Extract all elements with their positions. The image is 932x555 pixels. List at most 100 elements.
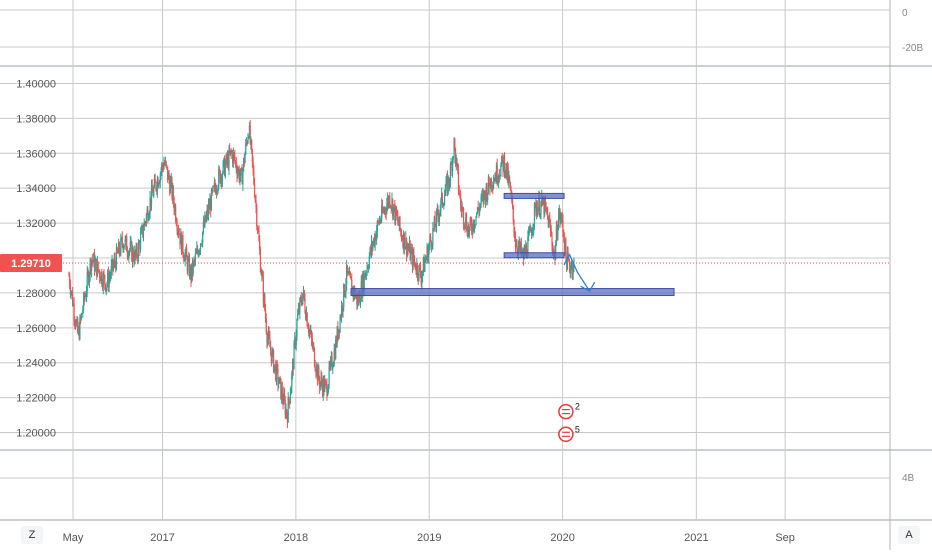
candle-body — [74, 319, 76, 323]
candle-body — [386, 204, 388, 214]
candle-body — [549, 217, 551, 223]
candle-body — [263, 294, 265, 302]
auto-scale-toggle-button[interactable]: A — [898, 526, 920, 544]
candle-body — [421, 276, 423, 284]
candle-body — [419, 265, 421, 268]
candle-body — [416, 263, 418, 273]
candle-body — [299, 298, 301, 313]
candle-body — [390, 206, 392, 208]
candle-body — [432, 228, 434, 246]
candle-body — [160, 170, 162, 174]
candle-body — [569, 269, 571, 274]
candle-body — [541, 196, 543, 204]
candle-body — [219, 170, 221, 183]
candle-body — [413, 252, 415, 261]
candle-body — [453, 138, 455, 157]
candle-body — [282, 399, 284, 405]
candle-body — [386, 197, 389, 205]
candle-body — [452, 157, 454, 172]
candle-body — [539, 213, 541, 216]
x-tick-label: 2018 — [284, 532, 308, 544]
candle-body — [161, 164, 163, 171]
candle-body — [473, 225, 476, 229]
log-scale-toggle-button[interactable]: Z — [21, 526, 43, 544]
candle-body — [90, 259, 92, 271]
candle-body — [101, 272, 103, 285]
candle-body — [541, 196, 544, 205]
candle-body — [218, 169, 221, 171]
candle-body — [268, 332, 270, 338]
candle-body — [91, 259, 93, 261]
candle-body — [514, 233, 516, 239]
candle-body — [433, 217, 435, 229]
candle-body — [207, 209, 209, 216]
support-resistance-rectangle[interactable] — [503, 192, 565, 199]
candle-body — [387, 197, 389, 206]
candle-body — [487, 176, 490, 193]
candle-body — [188, 258, 190, 261]
candle-body — [195, 252, 197, 255]
candle-body — [501, 155, 503, 161]
economic-event-marker[interactable]: 5 — [558, 424, 580, 443]
candle-body — [446, 176, 449, 193]
candle-body — [543, 199, 545, 215]
candle-body — [146, 209, 148, 215]
candle-body — [115, 247, 118, 270]
candle-body — [196, 247, 198, 253]
candle-body — [486, 186, 488, 200]
candle-body — [83, 294, 85, 300]
candle-body — [563, 239, 566, 252]
candle-body — [247, 137, 249, 144]
support-resistance-rectangle[interactable] — [503, 252, 565, 259]
candle-body — [199, 250, 201, 252]
candle-body — [397, 216, 399, 223]
candle-body — [325, 381, 327, 384]
candle-body — [69, 275, 71, 286]
support-resistance-rectangle[interactable] — [350, 288, 675, 297]
candle-body — [538, 196, 541, 216]
x-tick-label: 2017 — [150, 532, 174, 544]
candle-body — [214, 182, 216, 189]
event-count-label: 5 — [575, 424, 580, 434]
candle-body — [251, 148, 253, 162]
candle-body — [497, 181, 499, 183]
x-tick-label: 2020 — [550, 532, 574, 544]
candle-body — [343, 284, 346, 297]
candle-body — [466, 230, 468, 236]
candle-body — [455, 158, 457, 165]
candle-body — [321, 377, 323, 385]
candle-body — [422, 258, 424, 271]
candle-body — [429, 237, 431, 244]
candle-body — [109, 276, 111, 278]
candle-body — [566, 251, 568, 270]
candle-body — [216, 190, 218, 192]
candle-body — [260, 271, 262, 275]
candle-body — [183, 253, 185, 259]
candle-body — [275, 364, 277, 381]
economic-event-marker[interactable]: 2 — [558, 402, 580, 420]
candle-body — [519, 242, 522, 250]
candle-body — [230, 150, 232, 153]
candle-body — [508, 177, 510, 184]
candle-body — [270, 351, 272, 363]
candle-body — [532, 229, 534, 231]
candle-body — [487, 192, 489, 200]
candle-body — [180, 232, 182, 245]
candle-body — [470, 218, 472, 223]
candle-body — [102, 273, 104, 288]
candle-body — [177, 229, 180, 234]
candle-body — [133, 259, 135, 263]
candle-body — [283, 393, 286, 400]
candle-body — [544, 199, 547, 207]
candle-body — [495, 164, 498, 182]
candle-body — [169, 180, 171, 194]
candle-body — [70, 291, 72, 295]
candle-body — [259, 241, 261, 251]
projection-path[interactable] — [563, 253, 591, 292]
candle-body — [427, 249, 430, 262]
candle-body — [345, 284, 347, 293]
candle-body — [99, 271, 101, 278]
candle-body — [273, 365, 275, 372]
